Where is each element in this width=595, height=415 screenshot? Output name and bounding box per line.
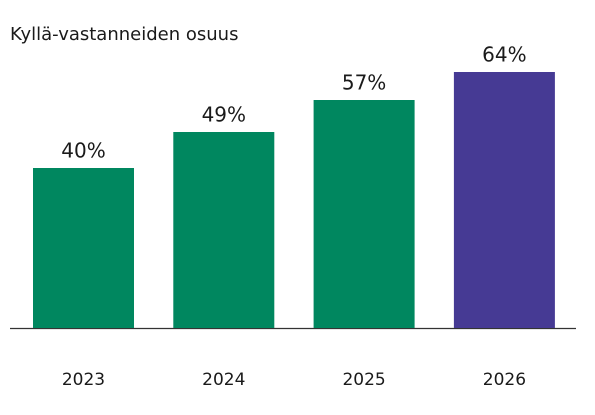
value-label: 40%: [61, 139, 105, 163]
x-tick-label: 2024: [202, 370, 245, 390]
bar: [313, 100, 415, 328]
value-label: 49%: [202, 103, 246, 127]
value-label: 64%: [482, 43, 526, 67]
chart-title: Kyllä-vastanneiden osuus: [10, 24, 238, 45]
bar: [173, 132, 275, 328]
x-tick-label: 2023: [62, 370, 105, 390]
x-tick-label: 2025: [342, 370, 385, 390]
x-tick-label: 2026: [483, 370, 526, 390]
bar: [453, 72, 555, 328]
value-label: 57%: [342, 71, 386, 95]
bar: [33, 168, 134, 328]
